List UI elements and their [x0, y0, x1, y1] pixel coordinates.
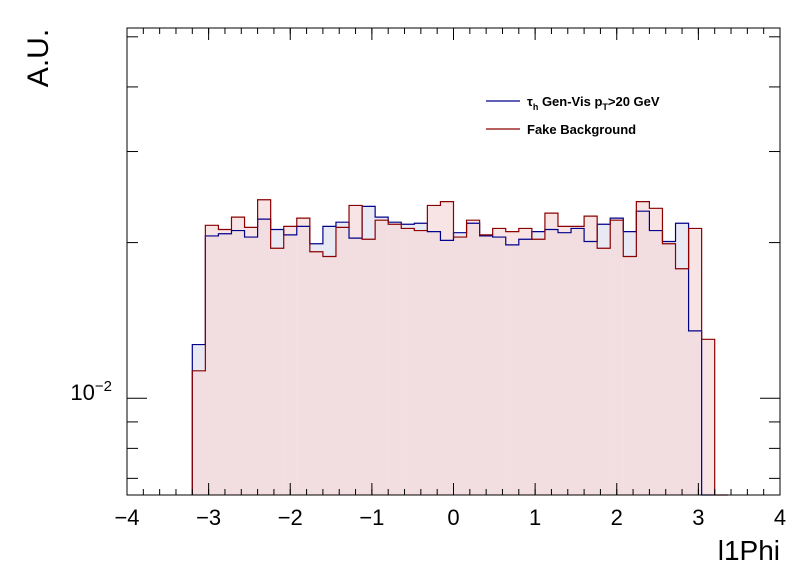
x-tick-label: 3 [692, 505, 704, 530]
bar-1-18 [427, 205, 441, 495]
bar-1-16 [401, 228, 415, 495]
legend-tau-sub: h [533, 102, 539, 112]
bar-1-2 [218, 229, 232, 495]
x-tick-label: 4 [774, 505, 786, 530]
axis-layer: −4 −3 −2 −1 0 1 2 3 4 [114, 28, 786, 530]
bar-1-0 [192, 370, 206, 495]
legend-label-signal: τh Gen-Vis pT>20 GeV [527, 94, 660, 112]
bar-1-28 [557, 226, 572, 496]
legend-tail: >20 GeV [608, 94, 660, 109]
bar-1-20 [453, 237, 467, 495]
bar-1-26 [531, 239, 545, 495]
bar-1-4 [244, 227, 258, 495]
bar-1-33 [623, 256, 637, 495]
y-tick-base: 10 [70, 380, 94, 405]
bar-1-19 [440, 201, 454, 495]
x-tick-label: 1 [529, 505, 541, 530]
bar-1-37 [675, 268, 689, 495]
bar-1-27 [544, 213, 558, 495]
bar-1-34 [636, 201, 650, 495]
legend-mid: Gen-Vis p [542, 94, 603, 109]
bar-1-17 [414, 230, 428, 495]
x-tick-label: −1 [359, 505, 384, 530]
bar-1-8 [296, 218, 310, 495]
bar-1-13 [362, 239, 376, 495]
x-tick-label: −2 [278, 505, 303, 530]
bar-1-32 [610, 220, 624, 495]
bar-1-6 [270, 248, 284, 495]
series-layer [191, 199, 728, 496]
bar-1-30 [584, 216, 598, 495]
legend: τh Gen-Vis pT>20 GeV Fake Background [486, 94, 660, 137]
bar-1-35 [649, 208, 663, 495]
bar-1-12 [349, 205, 363, 495]
bar-1-9 [309, 251, 323, 495]
y-tick-exponent: −2 [95, 378, 112, 395]
x-tick-label: −4 [114, 505, 139, 530]
bar-1-14 [375, 220, 389, 495]
bar-1-22 [479, 234, 493, 495]
x-tick-label: −3 [196, 505, 221, 530]
bar-1-23 [492, 228, 506, 495]
bar-1-1 [205, 225, 219, 495]
bar-1-36 [662, 243, 676, 495]
series-fill-1 [192, 199, 715, 496]
x-tick-label: 2 [611, 505, 623, 530]
y-tick-label-1e-2: 10−2 [70, 378, 112, 405]
bar-1-3 [231, 217, 245, 495]
x-axis-label: l1Phi [718, 535, 780, 566]
bar-1-25 [518, 228, 532, 495]
bar-1-29 [571, 226, 585, 496]
bar-1-15 [388, 224, 402, 495]
bar-1-24 [505, 231, 519, 495]
bar-1-39 [701, 339, 715, 495]
legend-label-background: Fake Background [527, 122, 636, 137]
y-axis-label: A.U. [22, 29, 55, 87]
bar-1-5 [257, 199, 271, 496]
bar-1-38 [688, 228, 702, 495]
legend-pt-sub: T [602, 102, 608, 112]
x-tick-label: 0 [447, 505, 459, 530]
legend-tau: τ [527, 94, 533, 109]
bar-1-10 [322, 256, 336, 495]
bar-1-7 [283, 226, 297, 496]
bar-1-31 [597, 248, 611, 495]
bar-1-11 [335, 227, 350, 495]
series-outline-1 [191, 199, 728, 496]
bar-1-21 [466, 220, 480, 495]
